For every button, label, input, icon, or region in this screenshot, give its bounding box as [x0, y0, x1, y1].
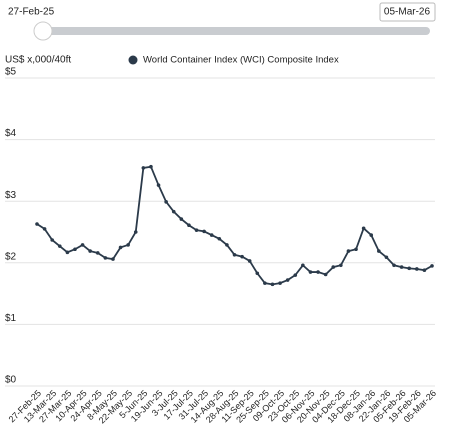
data-point — [149, 164, 153, 169]
data-point — [308, 270, 313, 274]
data-point — [57, 244, 62, 248]
data-point — [42, 227, 47, 231]
data-point — [202, 229, 206, 234]
data-point — [293, 273, 298, 277]
data-point — [118, 245, 123, 250]
data-point — [187, 223, 191, 228]
data-point — [263, 281, 267, 285]
data-point — [73, 247, 77, 252]
data-point — [377, 249, 381, 253]
slider-end-box — [379, 2, 436, 22]
legend-marker — [128, 55, 138, 65]
slider-track[interactable] — [36, 27, 430, 35]
data-point — [392, 263, 396, 268]
y-tick-label: $1 — [5, 313, 17, 324]
data-point — [50, 238, 54, 242]
y-tick-label: $2 — [5, 251, 17, 262]
data-point — [323, 272, 328, 277]
data-point — [247, 259, 252, 263]
y-axis-label: US$ x,000/40ft — [5, 55, 71, 66]
data-point — [156, 183, 161, 187]
data-point — [255, 271, 260, 276]
data-point — [407, 266, 412, 271]
data-point — [217, 236, 222, 241]
data-point — [240, 254, 244, 259]
data-point — [65, 250, 70, 255]
y-tick-label: $3 — [5, 190, 17, 201]
data-point — [171, 209, 176, 214]
data-point — [399, 265, 404, 269]
data-point — [430, 264, 434, 268]
data-point — [141, 166, 146, 170]
slider-start-label: 27-Feb-25 — [8, 7, 55, 18]
data-line — [36, 165, 433, 286]
data-point — [339, 263, 343, 268]
data-point — [232, 252, 237, 257]
data-point — [194, 228, 199, 232]
data-point — [415, 267, 419, 271]
data-point — [95, 251, 100, 255]
data-point — [331, 265, 336, 269]
data-point — [369, 233, 374, 237]
data-point — [80, 243, 85, 247]
data-point — [301, 263, 305, 268]
data-point — [346, 249, 351, 253]
data-point — [278, 281, 282, 285]
data-point — [209, 233, 214, 237]
data-point — [384, 255, 389, 260]
data-point — [316, 270, 320, 274]
y-tick-label: $4 — [5, 128, 17, 139]
data-point — [164, 200, 168, 204]
data-point — [270, 282, 275, 287]
y-tick-label: $5 — [5, 67, 17, 78]
data-point — [225, 243, 229, 247]
data-point — [111, 257, 115, 261]
legend-label: World Container Index (WCI) Composite In… — [143, 55, 339, 66]
data-point — [179, 217, 184, 221]
data-point — [126, 243, 130, 247]
y-tick-label: $0 — [5, 375, 17, 386]
slider-handle[interactable] — [33, 21, 53, 41]
data-point — [88, 249, 92, 253]
data-point — [133, 230, 138, 234]
data-point — [422, 268, 427, 272]
data-point — [103, 256, 108, 260]
data-point — [361, 226, 366, 231]
data-point — [285, 278, 290, 282]
data-point — [354, 247, 358, 252]
data-point — [35, 222, 39, 226]
slider-end-label: 05-Mar-26 — [384, 7, 431, 18]
